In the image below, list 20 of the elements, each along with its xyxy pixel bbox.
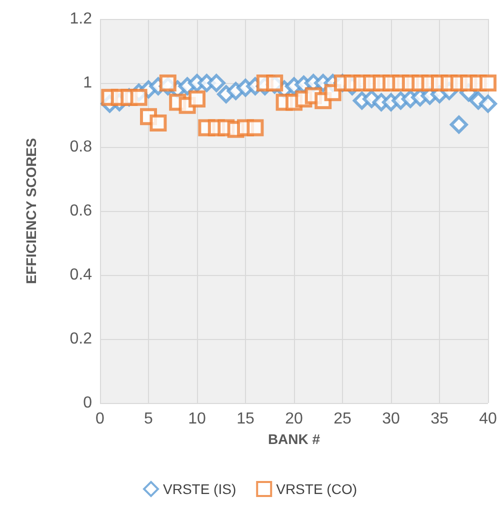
y-tick-label: 1 [83,74,92,92]
x-tick-label: 40 [479,410,497,428]
legend-label: VRSTE (CO) [276,481,358,497]
y-tick-label: 0.8 [70,138,92,156]
legend-label: VRSTE (IS) [162,481,236,497]
x-axis-title: BANK # [268,430,320,447]
y-axis-title: EFFICIENCY SCORES [23,138,39,284]
y-tick-label: 0.4 [70,266,92,284]
x-tick-label: 5 [144,410,154,428]
x-tick-label: 10 [188,410,206,428]
y-tick-label: 1.2 [70,10,92,28]
x-tick-label: 30 [382,410,400,428]
x-tick-label: 25 [334,410,352,428]
y-tick-label: 0 [83,394,92,412]
x-tick-label: 0 [96,410,105,428]
x-tick-label: 20 [285,410,303,428]
y-tick-label: 0.6 [70,202,92,220]
x-tick-label: 15 [236,410,254,428]
y-tick-label: 0.2 [70,330,92,348]
x-tick-label: 35 [430,410,448,428]
